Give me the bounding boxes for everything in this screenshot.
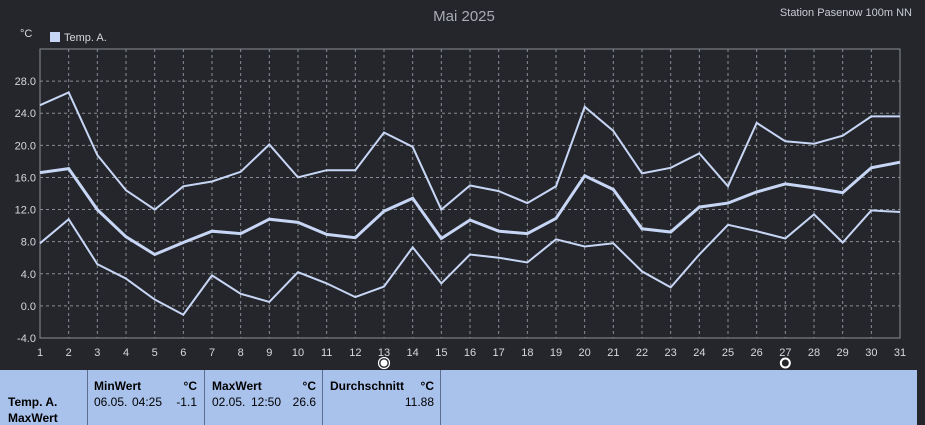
stats-avg-unit: °C xyxy=(420,379,434,393)
x-tick-label: 16 xyxy=(464,347,476,359)
temperature-chart: Mai 2025 Station Pasenow 100m NN °C Temp… xyxy=(15,7,912,370)
stats-min-value: -1.1 xyxy=(176,395,197,409)
x-tick-label: 29 xyxy=(837,347,849,359)
stats-series-cell: Temp. A. MaxWert xyxy=(0,370,88,425)
stats-max-cell: MaxWert °C 02.05. 12:50 26.6 xyxy=(205,370,323,425)
chart-title: Mai 2025 xyxy=(433,8,495,25)
x-tick-label: 4 xyxy=(123,347,129,359)
y-axis-unit: °C xyxy=(20,28,32,40)
stats-avg-cell: Durchschnitt °C 11.88 xyxy=(323,370,441,425)
y-tick-label: 16.0 xyxy=(15,172,36,184)
legend-swatch xyxy=(50,32,60,42)
x-tick-label: 18 xyxy=(521,347,533,359)
y-tick-label: 20.0 xyxy=(15,140,36,152)
x-tick-label: 8 xyxy=(238,347,244,359)
y-tick-label: 0.0 xyxy=(21,301,36,313)
stats-min-header: MinWert xyxy=(94,379,142,393)
x-tick-label: 2 xyxy=(66,347,72,359)
x-tick-label: 10 xyxy=(292,347,304,359)
legend-label: Temp. A. xyxy=(64,32,107,44)
x-tick-label: 27 xyxy=(779,347,791,359)
x-tick-label: 28 xyxy=(808,347,820,359)
x-tick-label: 1 xyxy=(37,347,43,359)
series-line-min xyxy=(39,209,901,316)
x-tick-label: 17 xyxy=(493,347,505,359)
x-axis-ticks: 1 2 3 4 5 6 7 8 9 10 11 12 13 14 15 16 17 18 19 20 21 22 23 24 2… xyxy=(37,347,906,359)
x-tick-label: 23 xyxy=(665,347,677,359)
stats-avg-value: 11.88 xyxy=(404,395,434,409)
stats-edge xyxy=(917,370,925,425)
x-tick-label: 25 xyxy=(722,347,734,359)
new-moon-icon xyxy=(779,357,791,369)
stats-avg-header: Durchschnitt xyxy=(330,379,405,393)
stats-max-header: MaxWert xyxy=(212,379,262,393)
stats-min-cell: MinWert °C 06.05. 04:25 -1.1 xyxy=(88,370,205,425)
x-tick-label: 31 xyxy=(894,347,906,359)
x-tick-label: 21 xyxy=(607,347,619,359)
stats-empty-cell xyxy=(441,370,917,425)
x-tick-label: 24 xyxy=(693,347,705,359)
stats-series-sub: MaxWert xyxy=(8,411,58,425)
x-tick-label: 14 xyxy=(407,347,419,359)
x-tick-label: 22 xyxy=(636,347,648,359)
grid xyxy=(40,49,900,338)
x-tick-label: 13 xyxy=(378,347,390,359)
x-tick-label: 9 xyxy=(266,347,272,359)
x-tick-label: 19 xyxy=(550,347,562,359)
series-line-max xyxy=(39,91,900,212)
stats-max-time: 12:50 xyxy=(251,395,282,409)
y-tick-label: 28.0 xyxy=(15,76,36,88)
y-tick-label: 24.0 xyxy=(15,108,36,120)
x-tick-label: 30 xyxy=(865,347,877,359)
station-label: Station Pasenow 100m NN xyxy=(780,7,912,19)
series-line-mean xyxy=(39,160,901,257)
stats-max-unit: °C xyxy=(302,379,316,393)
x-tick-label: 20 xyxy=(579,347,591,359)
plot-area xyxy=(39,48,901,339)
stats-max-date: 02.05. xyxy=(212,395,246,409)
stats-min-time: 04:25 xyxy=(132,395,163,409)
x-tick-label: 15 xyxy=(435,347,447,359)
stats-min-date: 06.05. xyxy=(94,395,128,409)
x-tick-label: 3 xyxy=(94,347,100,359)
y-tick-label: 8.0 xyxy=(21,237,36,249)
x-tick-label: 12 xyxy=(349,347,361,359)
y-tick-label: 4.0 xyxy=(21,269,36,281)
x-tick-label: 6 xyxy=(180,347,186,359)
x-tick-label: 7 xyxy=(209,347,215,359)
y-tick-label: -4.0 xyxy=(17,333,36,345)
y-tick-label: 12.0 xyxy=(15,205,36,217)
stats-max-value: 26.6 xyxy=(292,395,316,409)
stats-min-unit: °C xyxy=(183,379,197,393)
x-tick-label: 11 xyxy=(321,347,332,359)
series-lines xyxy=(39,91,901,316)
x-tick-label: 5 xyxy=(152,347,158,359)
stats-series-label: Temp. A. xyxy=(8,395,58,409)
x-tick-label: 26 xyxy=(751,347,763,359)
statistics-panel: Temp. A. MaxWert MinWert °C 06.05. 04:25… xyxy=(0,370,925,425)
full-moon-icon xyxy=(377,356,391,370)
moon-markers xyxy=(377,356,791,370)
y-axis-ticks: -4.0 0.0 4.0 8.0 12.0 16.0 20.0 24.0 28.0 xyxy=(15,76,36,345)
